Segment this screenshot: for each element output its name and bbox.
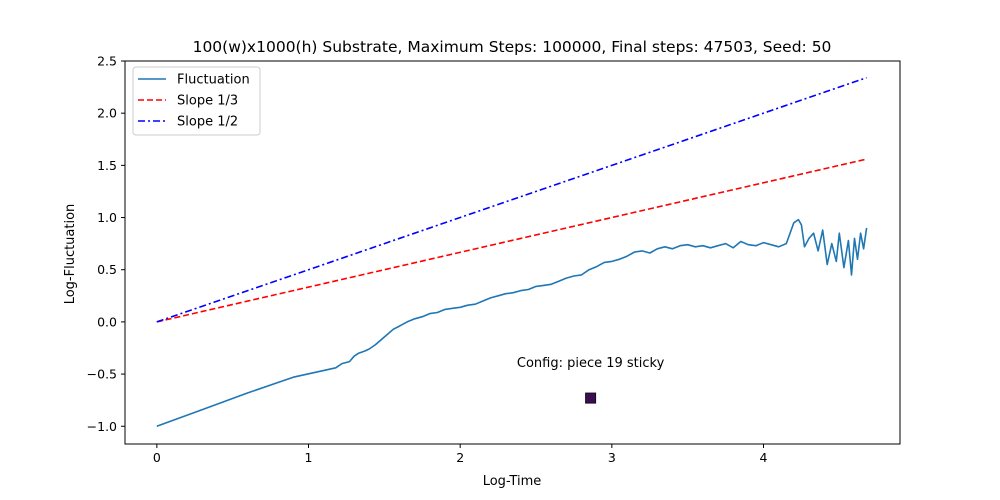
x-axis-ticks: 0 1 2 3 4: [153, 444, 768, 465]
x-axis-label: Log-Time: [483, 474, 542, 489]
series-line-2: [156, 158, 867, 323]
y-tick-label: −1.0: [87, 419, 117, 434]
y-axis-label: Log-Fluctuation: [63, 204, 78, 305]
config-marker: [585, 392, 597, 404]
x-tick-label: 0: [153, 450, 161, 465]
y-tick-label: 2.5: [97, 54, 117, 69]
config-annotation: Config: piece 19 sticky: [517, 356, 665, 371]
x-tick-label: 4: [760, 450, 768, 465]
legend-box: [132, 66, 261, 136]
marker-layer: [585, 392, 597, 404]
series-line-3: [156, 76, 867, 323]
x-tick-label: 1: [305, 450, 313, 465]
legend: Fluctuation Slope 1/3 Slope 1/2: [132, 66, 261, 136]
series-layer: [156, 76, 868, 428]
plot-area: [124, 60, 901, 445]
legend-label-1: Fluctuation: [177, 73, 250, 88]
y-axis-ticks: −1.0 −0.5 0.0 0.5 1.0 1.5 2.0 2.5: [87, 54, 125, 434]
legend-label-3: Slope 1/2: [177, 115, 238, 130]
legend-label-2: Slope 1/3: [177, 94, 238, 109]
series-line-1: [156, 218, 868, 428]
chart-title: 100(w)x1000(h) Substrate, Maximum Steps:…: [193, 38, 832, 56]
axes-frame: [124, 60, 901, 445]
y-tick-label: 1.0: [97, 210, 117, 225]
y-tick-label: 0.5: [97, 262, 117, 277]
y-tick-label: 0.0: [97, 314, 117, 329]
y-tick-label: 2.0: [97, 106, 117, 121]
x-tick-label: 3: [608, 450, 616, 465]
x-tick-label: 2: [456, 450, 464, 465]
y-tick-label: −0.5: [87, 367, 117, 382]
y-tick-label: 1.5: [97, 158, 117, 173]
